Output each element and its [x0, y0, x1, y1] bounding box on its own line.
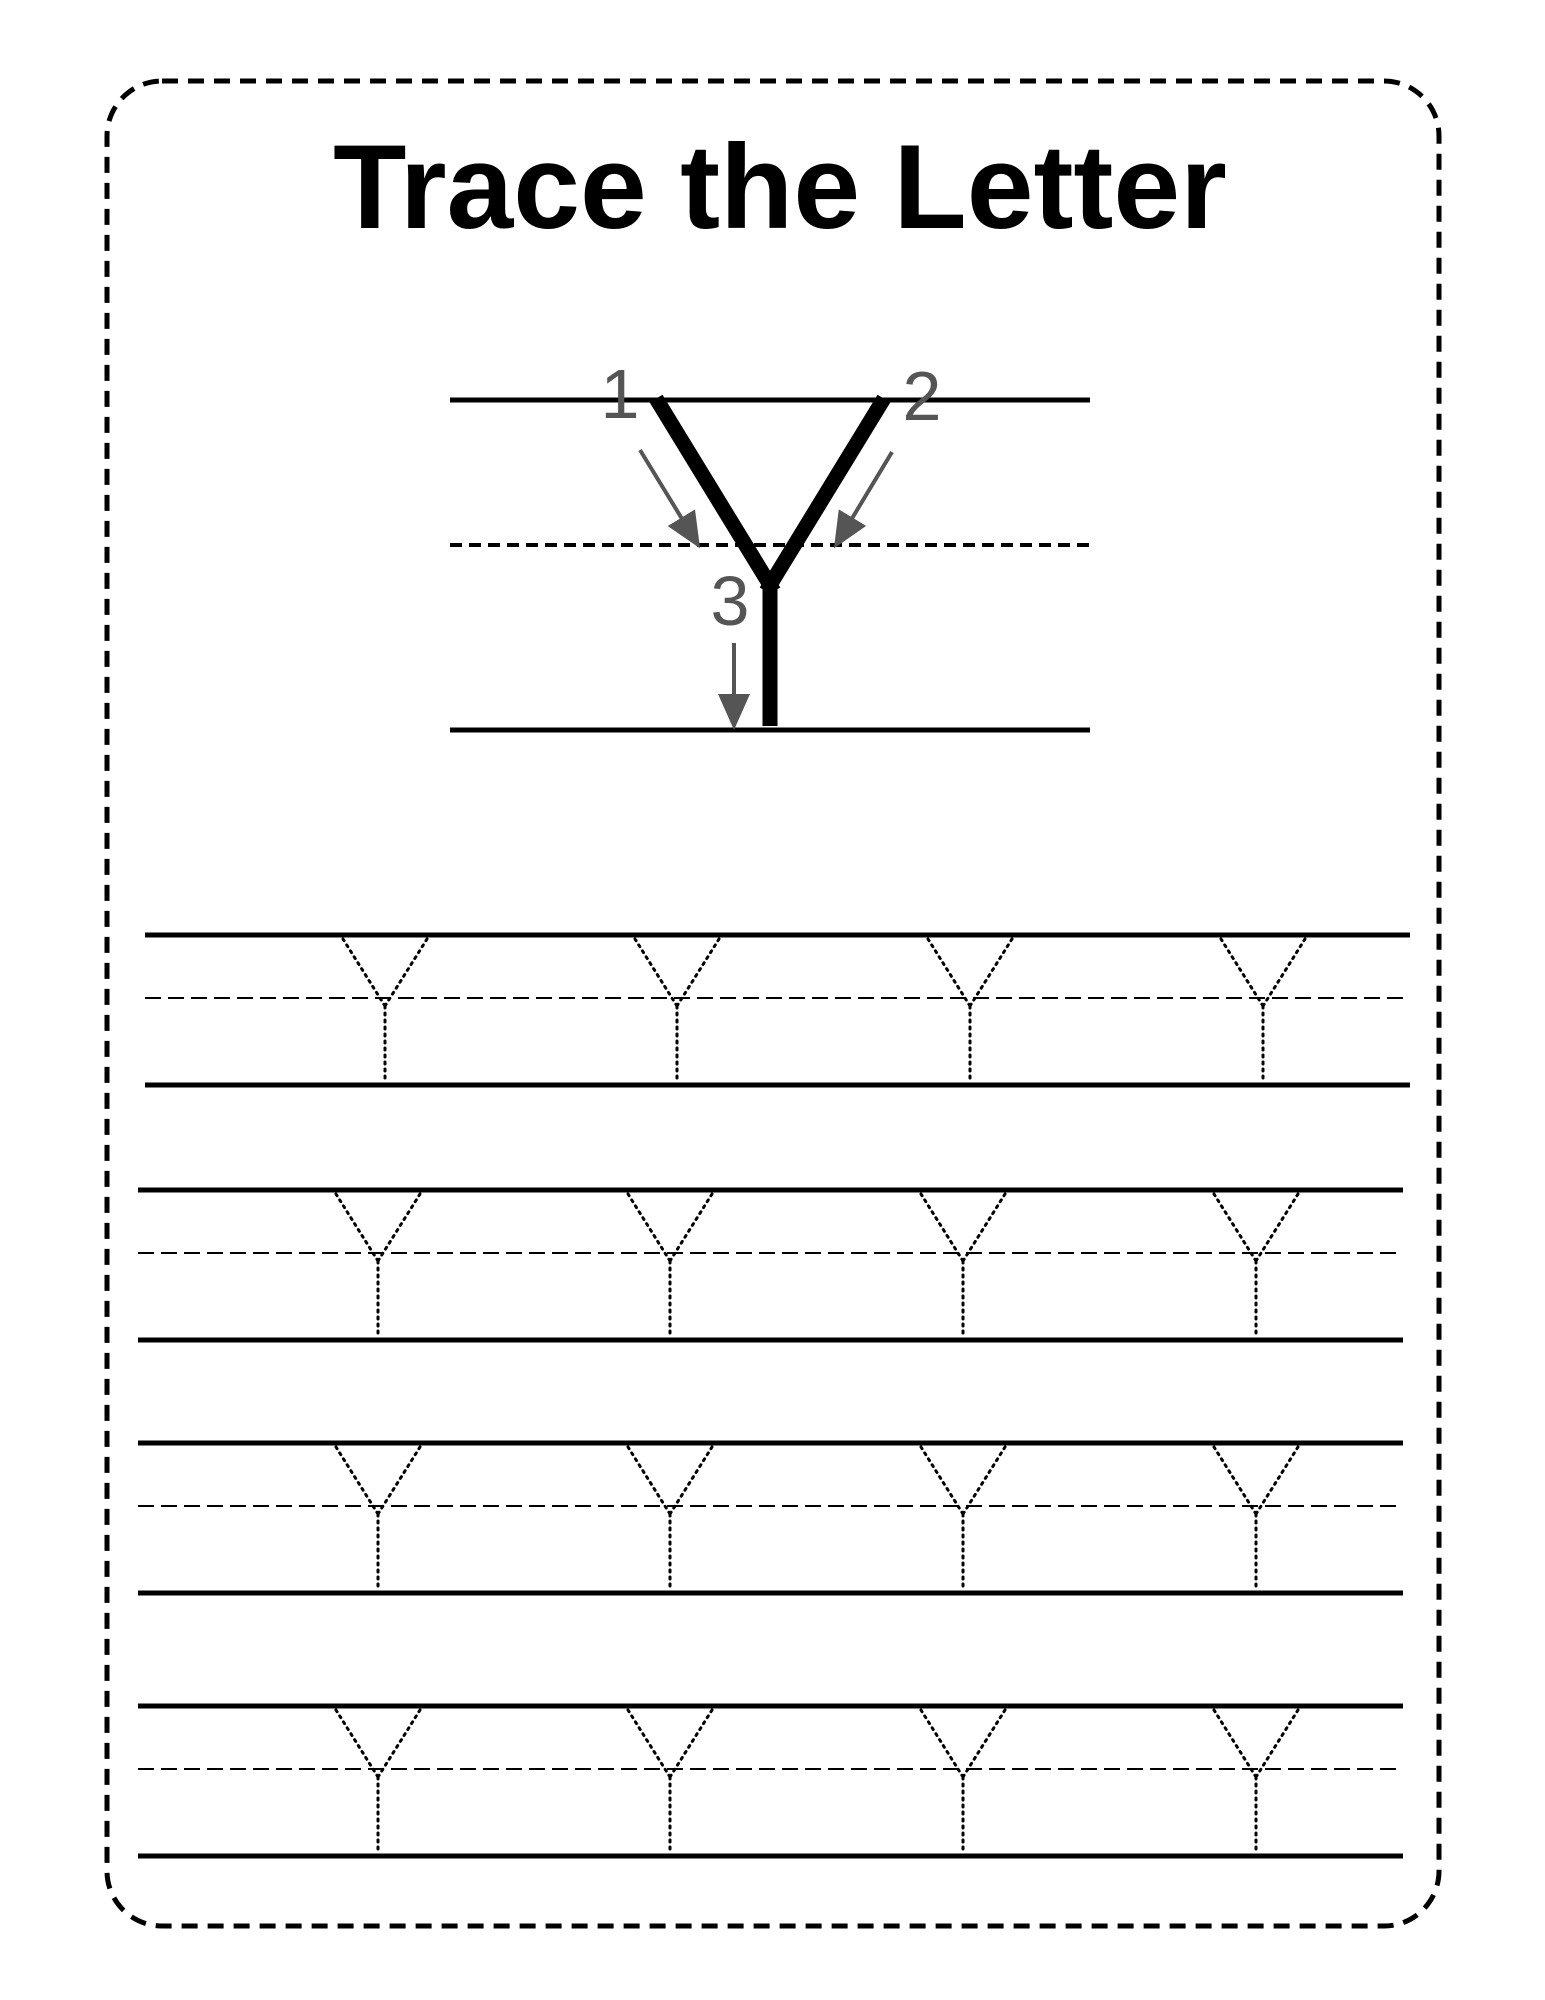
arrow-stroke-2	[833, 450, 894, 549]
model-letter-y	[649, 394, 891, 726]
practice-row	[138, 1440, 1403, 1596]
practice-row	[145, 932, 1410, 1088]
tracing-letter-y	[633, 937, 721, 1083]
tracing-letter-y	[919, 1445, 1007, 1591]
tracing-letter-y	[341, 937, 429, 1083]
practice-row	[138, 1703, 1403, 1859]
tracing-letter-y	[334, 1708, 422, 1854]
tracing-letter-y	[1212, 1445, 1300, 1591]
tracing-letter-y	[1212, 1708, 1300, 1854]
tracing-letter-y	[919, 1192, 1007, 1338]
practice-row	[138, 1187, 1403, 1343]
tracing-letter-y	[1219, 937, 1307, 1083]
stroke-number-2: 2	[903, 357, 942, 435]
model-guide-lines	[450, 397, 1090, 733]
page-title: Trace the Letter	[333, 120, 1227, 254]
tracing-letter-y	[919, 1708, 1007, 1854]
arrow-stroke-1	[638, 448, 701, 549]
page-border	[104, 78, 1442, 1929]
tracing-letter-y	[926, 937, 1014, 1083]
stroke-number-3: 3	[711, 562, 750, 640]
tracing-letter-y	[334, 1192, 422, 1338]
tracing-letter-y	[626, 1445, 714, 1591]
practice-rows	[138, 932, 1410, 1859]
tracing-letter-y	[626, 1192, 714, 1338]
tracing-letter-y	[1212, 1192, 1300, 1338]
tracing-letter-y	[334, 1445, 422, 1591]
tracing-letter-y	[626, 1708, 714, 1854]
stroke-number-1: 1	[601, 355, 640, 433]
